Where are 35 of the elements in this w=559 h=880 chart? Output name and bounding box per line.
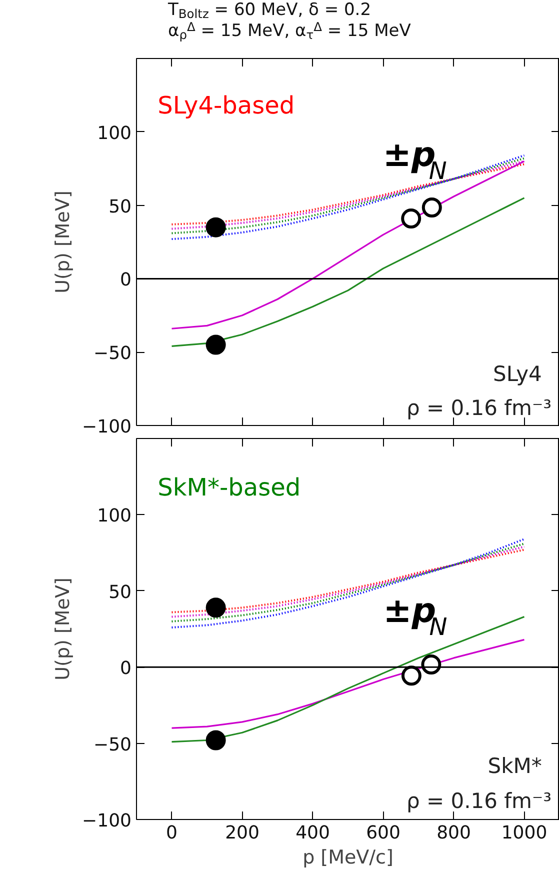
chart-subtitle: α$_{ρ}$$^{Δ}$ = 15 MeV, α$_{τ}$$^{Δ}$ = 15 MeV xyxy=(168,20,411,42)
y-axis-title: U(p) [MeV] xyxy=(52,190,74,294)
point xyxy=(206,598,226,618)
point xyxy=(206,730,226,750)
x-tick-label: 800 xyxy=(436,822,471,844)
x-axis-title: p [MeV/c] xyxy=(302,846,394,868)
annotation: SLy4 xyxy=(492,362,542,386)
x-tick-label: 600 xyxy=(366,822,400,844)
y-tick-label: 50 xyxy=(108,582,132,603)
point xyxy=(422,198,442,218)
line-series xyxy=(170,638,526,729)
y-tick-label: −50 xyxy=(94,734,132,756)
annotation: SkM*-based xyxy=(158,473,301,502)
x-tick-label: 200 xyxy=(225,822,260,844)
chart-title: T$_{Boltz}$ = 60 MeV, δ = 0.2 xyxy=(168,0,372,22)
annotation: ρ = 0.16 fm⁻³ xyxy=(406,396,552,420)
y-tick-label: 100 xyxy=(97,506,132,527)
x-tick-label: 0 xyxy=(166,822,178,844)
point xyxy=(401,208,422,228)
y-tick-label: 0 xyxy=(120,658,132,680)
y-tick-label: 0 xyxy=(120,270,132,291)
y-tick-label: 100 xyxy=(97,122,132,144)
annotation: ρ = 0.16 fm⁻³ xyxy=(406,789,552,814)
y-axis-title: U(p) [MeV] xyxy=(52,578,74,680)
y-tick-label: 50 xyxy=(108,196,132,218)
point xyxy=(401,666,422,686)
annotation: SkM* xyxy=(488,754,542,778)
point xyxy=(206,217,226,238)
x-tick-label: 1000 xyxy=(501,822,548,844)
y-tick-label: −100 xyxy=(82,810,132,832)
x-tick-label: 400 xyxy=(296,822,330,844)
annotation: SLy4-based xyxy=(158,91,295,120)
point xyxy=(206,334,226,355)
y-tick-label: −50 xyxy=(94,343,132,364)
y-tick-label: −100 xyxy=(82,416,132,438)
